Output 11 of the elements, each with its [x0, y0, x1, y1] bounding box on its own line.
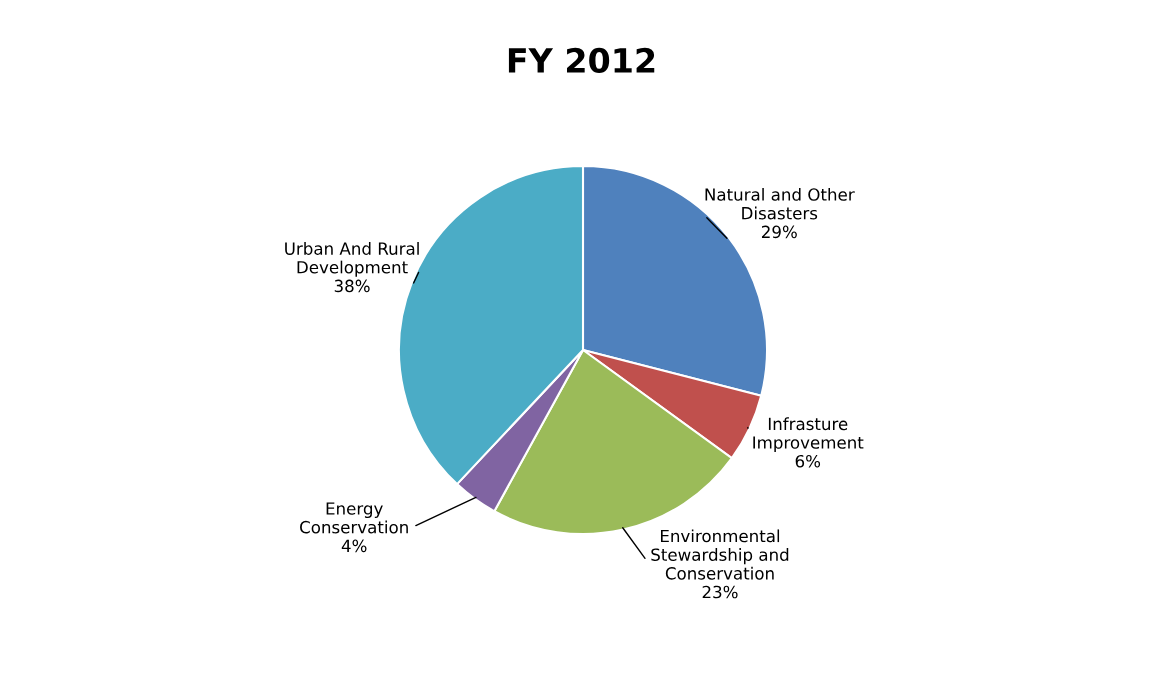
slice-label: Infrasture Improvement	[753, 417, 864, 453]
data-label: 23%	[702, 585, 738, 599]
slice-label: Urban And Rural Development	[285, 241, 419, 277]
data-label: 4%	[341, 539, 367, 553]
slice-label: Natural and Other Disasters	[705, 187, 855, 220]
data-label: 29%	[761, 225, 797, 239]
slice-label: Environmental Stewardship and Conservation	[651, 529, 789, 580]
chart-title: FY 2012	[508, 47, 655, 74]
data-label: 38%	[334, 279, 370, 293]
data-label: 6%	[795, 454, 821, 468]
slice-label: Energy Conservation	[300, 502, 408, 534]
